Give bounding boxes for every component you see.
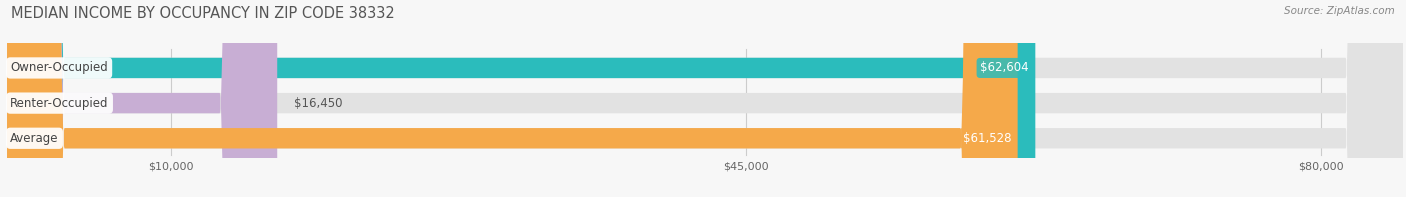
FancyBboxPatch shape bbox=[7, 0, 277, 197]
FancyBboxPatch shape bbox=[7, 0, 1403, 197]
Text: $61,528: $61,528 bbox=[963, 132, 1011, 145]
FancyBboxPatch shape bbox=[7, 0, 1035, 197]
Text: Renter-Occupied: Renter-Occupied bbox=[10, 97, 108, 110]
FancyBboxPatch shape bbox=[7, 0, 1018, 197]
Text: $16,450: $16,450 bbox=[294, 97, 342, 110]
Text: $62,604: $62,604 bbox=[980, 61, 1029, 74]
Text: Owner-Occupied: Owner-Occupied bbox=[10, 61, 108, 74]
Text: Average: Average bbox=[10, 132, 59, 145]
FancyBboxPatch shape bbox=[7, 0, 1403, 197]
FancyBboxPatch shape bbox=[7, 0, 1403, 197]
Text: Source: ZipAtlas.com: Source: ZipAtlas.com bbox=[1284, 6, 1395, 16]
Text: MEDIAN INCOME BY OCCUPANCY IN ZIP CODE 38332: MEDIAN INCOME BY OCCUPANCY IN ZIP CODE 3… bbox=[11, 6, 395, 21]
